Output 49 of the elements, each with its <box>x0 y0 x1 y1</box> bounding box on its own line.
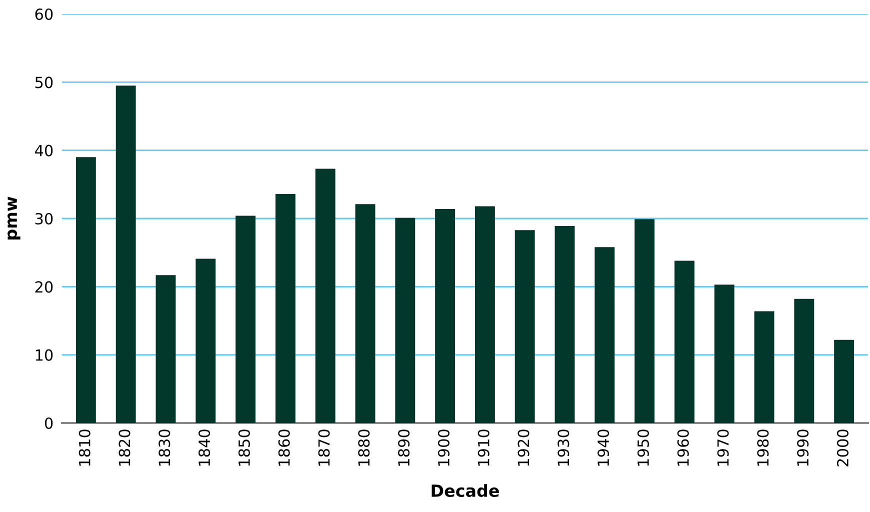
x-tick-label: 1890 <box>398 430 410 466</box>
bar <box>236 216 256 423</box>
x-tick-label: 2000 <box>836 430 848 466</box>
x-tick-label: 1960 <box>677 430 689 466</box>
x-tick-label: 1840 <box>198 430 210 466</box>
x-tick-label: 1980 <box>757 430 769 466</box>
x-tick-label: 1970 <box>717 430 729 466</box>
bar <box>315 168 336 423</box>
bar <box>594 247 615 423</box>
bar <box>76 157 96 423</box>
bar <box>514 230 535 423</box>
x-tick-label: 1860 <box>278 430 290 466</box>
x-tick-label: 1910 <box>478 430 490 466</box>
y-tick-label: 20 <box>35 281 53 293</box>
bar <box>754 311 774 423</box>
x-tick-label: 1870 <box>318 430 330 466</box>
y-tick-label: 10 <box>36 349 53 361</box>
x-tick-label: 1930 <box>558 430 570 466</box>
bar <box>794 298 814 423</box>
y-tick-label: 40 <box>34 144 53 156</box>
y-axis-title: pmw <box>8 196 20 240</box>
bar <box>554 226 575 423</box>
x-tick-label: 1920 <box>518 430 530 466</box>
bar <box>634 219 655 423</box>
y-tick-label: 30 <box>35 212 53 225</box>
bar <box>275 194 296 423</box>
x-axis-title: Decade <box>432 484 499 498</box>
x-tick-label: 1990 <box>797 430 809 466</box>
bar <box>116 86 136 423</box>
bar <box>834 340 854 423</box>
y-tick-label: 60 <box>35 8 53 20</box>
x-tick-label: 1810 <box>78 430 90 466</box>
x-tick-label: 1880 <box>358 430 370 466</box>
bar <box>674 260 694 423</box>
bar <box>156 275 176 423</box>
bar <box>395 218 416 423</box>
x-tick-label: 1940 <box>598 430 610 466</box>
x-tick-label: 1900 <box>438 430 450 466</box>
bar <box>435 208 456 423</box>
x-tick-label: 1950 <box>637 430 649 466</box>
bar <box>196 258 216 423</box>
bar <box>714 284 734 423</box>
bar <box>355 204 376 423</box>
y-tick-label: 0 <box>44 417 53 430</box>
x-tick-label: 1850 <box>238 430 250 466</box>
y-tick-label: 50 <box>35 76 53 88</box>
x-tick-label: 1830 <box>158 430 170 466</box>
bar <box>474 206 495 423</box>
x-tick-label: 1820 <box>118 430 130 466</box>
